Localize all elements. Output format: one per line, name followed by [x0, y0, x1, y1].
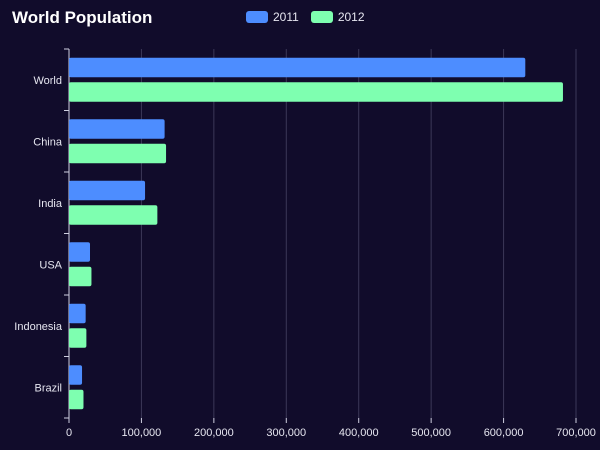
y-tick-label: World	[33, 75, 62, 87]
y-tick-label: Indonesia	[14, 321, 63, 333]
chart-title: World Population	[12, 8, 153, 27]
legend-item-2012[interactable]: 2012	[310, 10, 365, 24]
bar-2012-world[interactable]	[69, 82, 563, 102]
legend-item-2011[interactable]: 2011	[246, 10, 299, 24]
x-tick-label: 0	[66, 427, 72, 439]
x-tick-label: 100,000	[122, 427, 162, 439]
x-tick-label: 600,000	[484, 427, 524, 439]
y-tick-label: China	[33, 136, 63, 148]
bar-2011-brazil[interactable]	[69, 365, 83, 385]
bar-2011-indonesia[interactable]	[69, 303, 86, 324]
legend-label-2011: 2011	[273, 10, 299, 24]
x-tick-label: 700,000	[556, 427, 596, 439]
bar-2011-usa[interactable]	[69, 242, 91, 262]
legend-label-2012: 2012	[337, 10, 365, 24]
bar-2012-brazil[interactable]	[69, 389, 84, 410]
bar-2011-india[interactable]	[69, 180, 146, 201]
x-tick-label: 400,000	[339, 427, 379, 439]
bar-2012-china[interactable]	[69, 143, 167, 164]
legend-swatch-2011	[246, 11, 268, 23]
bar-2011-world[interactable]	[69, 57, 526, 78]
bar-2011-china[interactable]	[69, 119, 165, 139]
y-tick-label: India	[38, 198, 63, 210]
legend: 2011 2012	[246, 10, 365, 24]
bar-2012-usa[interactable]	[69, 266, 92, 287]
x-tick-label: 500,000	[411, 427, 451, 439]
x-tick-label: 300,000	[266, 427, 306, 439]
bar-2012-indonesia[interactable]	[69, 328, 87, 348]
y-tick-label: USA	[39, 259, 62, 271]
legend-swatch-2012	[310, 11, 333, 23]
x-tick-label: 200,000	[194, 427, 234, 439]
bar-2012-india[interactable]	[69, 205, 158, 225]
y-tick-label: Brazil	[34, 382, 62, 394]
